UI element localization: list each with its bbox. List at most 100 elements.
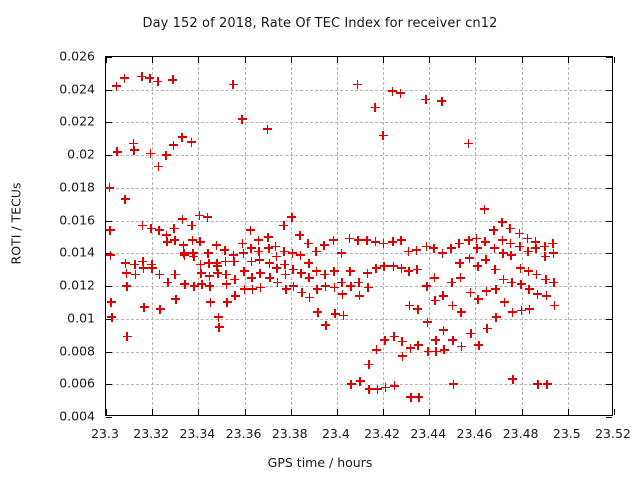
gridline-vertical	[152, 57, 154, 415]
data-point-marker	[482, 324, 492, 334]
data-point-marker	[548, 239, 558, 249]
data-point-marker	[429, 273, 439, 283]
x-tick-mark	[198, 409, 200, 415]
y-tick-mark	[106, 384, 112, 386]
data-point-marker	[107, 312, 117, 322]
data-point-marker	[212, 258, 222, 268]
data-point-marker	[296, 268, 306, 278]
data-point-marker	[549, 301, 559, 311]
data-point-marker	[380, 335, 390, 345]
data-point-marker	[228, 250, 238, 260]
data-point-marker	[431, 335, 441, 345]
x-tick-mark-top	[336, 57, 338, 63]
gridline-vertical	[336, 57, 338, 415]
data-point-marker	[295, 230, 305, 240]
x-tick-mark	[383, 409, 385, 415]
data-point-marker	[254, 247, 264, 257]
data-point-marker	[180, 250, 189, 260]
data-point-marker	[480, 204, 490, 214]
y-tick-mark-right	[606, 351, 612, 353]
y-tick-label: 0.022	[59, 113, 95, 129]
data-point-marker	[412, 265, 422, 275]
y-tick-mark	[106, 220, 112, 222]
data-point-marker	[404, 266, 414, 276]
data-point-marker	[178, 214, 188, 224]
data-point-marker	[414, 392, 424, 402]
gridline-vertical	[567, 57, 569, 415]
data-point-marker	[230, 275, 240, 285]
data-point-marker	[186, 137, 196, 147]
data-point-marker	[345, 266, 355, 276]
data-point-marker	[187, 221, 197, 231]
data-point-marker	[372, 345, 382, 355]
data-point-marker	[154, 225, 164, 235]
data-point-marker	[481, 255, 491, 265]
x-tick-mark-top	[152, 57, 154, 63]
x-tick-mark-top	[614, 57, 615, 63]
data-point-marker	[498, 235, 508, 245]
data-point-marker	[542, 291, 552, 301]
data-point-marker	[388, 237, 398, 247]
data-point-marker	[464, 235, 474, 245]
y-tick-mark	[106, 253, 112, 255]
data-point-marker	[121, 268, 131, 278]
data-point-marker	[154, 162, 164, 172]
data-point-marker	[155, 270, 165, 280]
data-point-marker	[397, 263, 407, 273]
data-point-marker	[371, 263, 381, 273]
gridline-vertical	[429, 57, 431, 415]
data-point-marker	[413, 304, 423, 314]
data-point-marker	[355, 291, 365, 301]
gridline-horizontal	[106, 318, 612, 320]
x-tick-label: 23.36	[225, 426, 262, 441]
data-point-marker	[311, 247, 321, 257]
data-point-marker	[465, 253, 475, 263]
data-point-marker	[263, 124, 273, 134]
x-tick-mark	[521, 409, 523, 415]
data-point-marker	[439, 325, 449, 335]
data-point-marker	[363, 283, 373, 293]
data-point-marker	[178, 240, 188, 250]
data-point-marker	[188, 235, 198, 245]
y-tick-mark-right	[606, 187, 612, 189]
data-point-marker	[121, 258, 131, 268]
y-tick-mark	[106, 57, 112, 58]
data-point-marker	[295, 250, 305, 260]
data-point-marker	[499, 297, 509, 307]
y-tick-mark	[106, 187, 112, 189]
x-tick-mark	[152, 409, 154, 415]
y-tick-label: 0.008	[59, 343, 95, 359]
data-point-marker	[370, 103, 380, 113]
data-point-marker	[523, 247, 533, 257]
data-point-marker	[530, 237, 540, 247]
x-tick-mark	[244, 409, 246, 415]
data-point-marker	[263, 232, 273, 242]
x-tick-mark-top	[383, 57, 385, 63]
data-point-marker	[255, 268, 265, 278]
data-point-marker	[457, 342, 467, 352]
data-point-marker	[406, 392, 416, 402]
x-tick-label: 23.44	[410, 426, 447, 441]
data-point-marker	[437, 96, 447, 106]
data-point-marker	[321, 320, 331, 330]
y-tick-mark	[106, 417, 112, 418]
data-point-marker	[264, 258, 274, 268]
data-point-marker	[137, 72, 147, 82]
data-point-marker	[228, 80, 238, 90]
gridline-vertical	[290, 57, 292, 415]
gridline-vertical	[244, 57, 246, 415]
data-point-marker	[305, 293, 315, 303]
data-point-marker	[398, 351, 408, 361]
data-point-marker	[490, 265, 500, 275]
y-tick-mark	[106, 89, 112, 91]
data-point-marker	[508, 374, 518, 384]
data-point-marker	[338, 289, 348, 299]
data-point-marker	[195, 237, 205, 247]
data-point-marker	[364, 360, 374, 370]
y-tick-label: 0.012	[59, 277, 95, 293]
data-point-marker	[280, 260, 290, 270]
data-point-marker	[515, 263, 525, 273]
data-point-marker	[161, 230, 171, 240]
data-point-marker	[255, 255, 265, 265]
